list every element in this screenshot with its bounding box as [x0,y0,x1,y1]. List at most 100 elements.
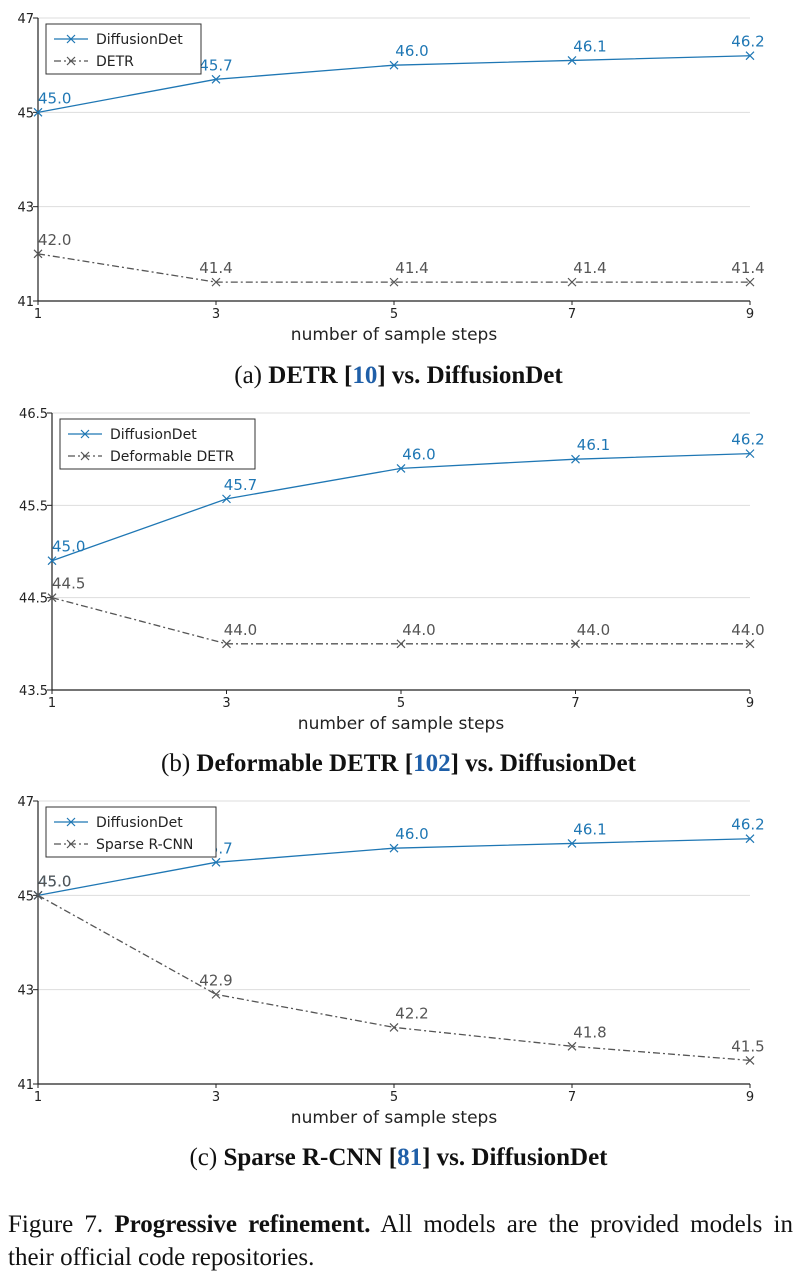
x-axis-label: number of sample steps [291,1108,498,1128]
x-tick-label: 7 [568,307,576,322]
data-point-marker [571,454,580,464]
x-tick-label: 9 [746,307,754,322]
x-tick-label: 9 [746,696,754,711]
data-label: 42.9 [199,971,232,989]
reference-link[interactable]: 10 [352,362,378,389]
y-tick-label: 43 [17,201,34,216]
data-point-marker [567,277,577,287]
legend-swatch-marker [66,34,76,44]
x-tick-label: 3 [222,696,230,711]
data-point-marker [33,107,43,117]
data-point-marker [211,857,221,867]
data-label: 44.0 [224,621,257,639]
data-point-marker [211,277,221,287]
data-point-marker [745,277,755,287]
data-point-marker [745,1055,755,1065]
x-tick-label: 7 [571,696,579,711]
data-label: 45.0 [38,872,71,890]
x-tick-label: 5 [397,696,405,711]
data-label: 46.1 [577,436,610,454]
y-tick-label: 44.5 [19,592,48,607]
subcaption-c: (c) Sparse R-CNN [81] vs. DiffusionDet [189,1144,608,1171]
data-label: 41.4 [731,259,764,277]
data-label: 42.2 [395,1004,428,1022]
legend-entry-label: DiffusionDet [96,32,183,48]
y-tick-label: 41 [17,295,34,310]
y-tick-label: 47 [17,795,34,810]
y-tick-label: 45.5 [19,499,48,514]
data-label: 45.7 [199,56,232,74]
data-label: 45.0 [38,89,71,107]
y-tick-label: 45 [17,889,34,904]
data-point-marker [211,74,221,84]
data-point-marker [396,639,406,649]
y-tick-label: 46.5 [19,407,48,422]
data-label: 46.2 [731,431,764,449]
reference-link[interactable]: 102 [413,750,451,777]
x-tick-label: 7 [568,1090,576,1105]
figure-label: Figure 7. [8,1211,104,1238]
data-label: 44.5 [52,575,85,593]
legend-swatch-marker [66,839,76,849]
x-tick-label: 1 [48,696,56,711]
data-point-marker [222,639,231,649]
data-label: 41.4 [573,259,606,277]
data-point-marker [567,1041,577,1051]
y-tick-label: 43 [17,984,34,999]
subcaption-b: (b) Deformable DETR [102] vs. DiffusionD… [161,750,636,777]
data-label: 41.4 [395,259,428,277]
legend-entry-label: Sparse R-CNN [96,837,193,853]
data-point-marker [33,249,43,259]
legend-entry-label: DETR [96,54,134,70]
legend-entry-label: Deformable DETR [110,449,235,465]
legend-box [45,23,202,75]
series-line-baseline [51,597,750,645]
legend-swatch-marker [80,451,90,461]
x-tick-label: 9 [746,1090,754,1105]
data-point-marker [745,639,755,649]
data-label: 45.7 [224,476,257,494]
reference-link[interactable]: 81 [397,1144,423,1171]
data-point-marker [222,494,231,504]
data-label: 46.1 [573,37,606,55]
x-tick-label: 5 [390,1090,398,1105]
data-label: 41.5 [731,1037,764,1055]
x-tick-label: 1 [34,1090,42,1105]
data-label: 42.0 [38,231,71,249]
data-point-marker [745,834,755,844]
data-label: 44.0 [731,621,764,639]
charts-svg: 41 43 45 47 1 3 5 7 9 number of sample steps 45.0 4… [17,12,765,1128]
chart-panel-1: 41 43 45 47 1 3 5 7 9 number of sample steps 45.0 4… [17,12,764,345]
data-point-marker [396,463,406,473]
legend-swatch-marker [66,817,76,827]
x-tick-label: 1 [34,307,42,322]
data-label: 45.0 [38,872,71,890]
data-label: 45.0 [52,538,85,556]
data-label: 46.2 [731,816,764,834]
series-line-diffusiondet [51,452,751,562]
data-label: 46.1 [573,820,606,838]
data-label: 46.0 [402,445,435,463]
series-line-baseline [37,253,750,283]
legend-swatch-marker [66,56,76,66]
x-tick-label: 3 [212,1090,220,1105]
y-tick-label: 47 [17,12,34,27]
data-label: 41.4 [199,259,232,277]
chart-panel-3: 41 43 45 47 1 3 5 7 9 number of sample steps 45.0 4… [17,795,764,1128]
legend-box [59,418,256,470]
chart-panel-2: 43.5 44.5 45.5 46.5 1 3 5 7 9 number of sample st… [19,407,765,734]
data-label: 41.8 [573,1023,606,1041]
data-point-marker [745,449,755,459]
x-tick-label: 5 [390,307,398,322]
data-label: 46.0 [395,825,428,843]
figure-caption-text: All models are the provided models in th… [8,1211,793,1271]
data-point-marker [389,843,399,853]
figure-caption: Figure 7. Progressive refinement. All mo… [8,1208,793,1274]
data-label: 44.0 [577,621,610,639]
data-label: 44.0 [402,621,435,639]
y-tick-label: 43.5 [19,684,48,699]
data-point-marker [745,51,755,61]
legend-entry-label: DiffusionDet [110,427,197,443]
subcaption-a: (a) DETR [10] vs. DiffusionDet [234,362,563,389]
